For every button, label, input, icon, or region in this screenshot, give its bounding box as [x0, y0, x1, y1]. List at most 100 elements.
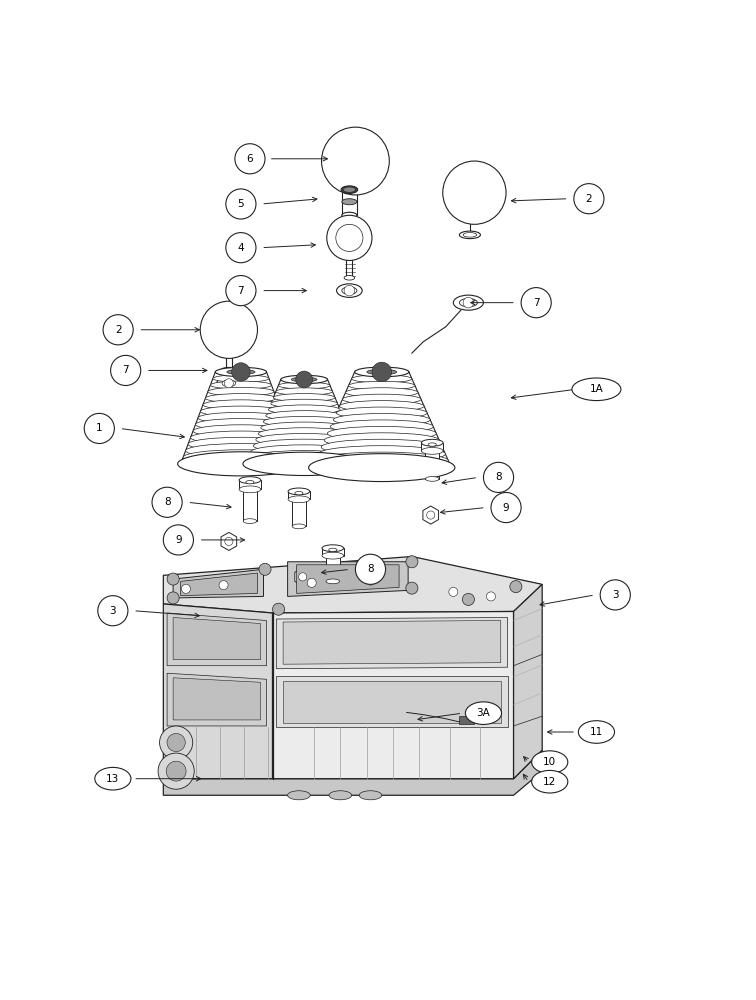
Ellipse shape: [308, 454, 455, 482]
Ellipse shape: [295, 491, 303, 495]
Ellipse shape: [188, 437, 294, 451]
Ellipse shape: [259, 428, 350, 440]
Ellipse shape: [572, 378, 621, 401]
Text: 8: 8: [495, 472, 502, 482]
Ellipse shape: [276, 388, 333, 395]
Ellipse shape: [345, 388, 418, 397]
Circle shape: [372, 362, 392, 382]
Circle shape: [344, 285, 355, 296]
Ellipse shape: [460, 231, 481, 239]
Circle shape: [463, 593, 475, 605]
Circle shape: [200, 301, 258, 358]
Ellipse shape: [421, 439, 443, 446]
Ellipse shape: [263, 416, 345, 427]
Circle shape: [521, 288, 551, 318]
Circle shape: [166, 761, 186, 781]
Polygon shape: [173, 618, 261, 660]
Circle shape: [510, 581, 522, 593]
Ellipse shape: [428, 443, 436, 446]
Circle shape: [491, 492, 521, 523]
Circle shape: [110, 355, 141, 386]
Ellipse shape: [359, 791, 382, 800]
Circle shape: [167, 573, 179, 585]
Circle shape: [321, 127, 389, 195]
Text: 7: 7: [122, 365, 129, 375]
Ellipse shape: [198, 412, 284, 423]
Polygon shape: [513, 584, 542, 779]
Ellipse shape: [343, 187, 355, 192]
Polygon shape: [283, 681, 500, 723]
Text: 7: 7: [237, 286, 244, 296]
Ellipse shape: [261, 422, 348, 433]
Circle shape: [226, 233, 256, 263]
Polygon shape: [460, 716, 475, 724]
Ellipse shape: [193, 425, 289, 437]
Ellipse shape: [183, 450, 299, 465]
Circle shape: [226, 276, 256, 306]
Ellipse shape: [268, 405, 340, 414]
Circle shape: [406, 556, 418, 568]
Polygon shape: [322, 548, 344, 556]
Text: 4: 4: [237, 243, 244, 253]
Ellipse shape: [342, 287, 357, 294]
Ellipse shape: [460, 299, 478, 307]
Circle shape: [181, 584, 191, 593]
Ellipse shape: [333, 413, 430, 426]
Ellipse shape: [288, 496, 310, 503]
Text: 8: 8: [164, 497, 170, 507]
Ellipse shape: [336, 407, 427, 419]
Polygon shape: [283, 621, 500, 664]
Circle shape: [486, 592, 495, 601]
Ellipse shape: [191, 431, 291, 444]
Polygon shape: [163, 556, 542, 613]
Ellipse shape: [251, 445, 358, 459]
Ellipse shape: [243, 519, 257, 523]
Ellipse shape: [426, 477, 439, 481]
Circle shape: [226, 189, 256, 219]
Circle shape: [476, 718, 481, 724]
Ellipse shape: [330, 420, 433, 433]
Circle shape: [225, 379, 234, 388]
Ellipse shape: [196, 419, 287, 430]
Ellipse shape: [274, 394, 335, 402]
Ellipse shape: [342, 199, 357, 205]
Ellipse shape: [239, 486, 261, 493]
Ellipse shape: [206, 394, 277, 403]
Ellipse shape: [246, 480, 254, 484]
Ellipse shape: [341, 186, 358, 193]
Polygon shape: [221, 532, 237, 550]
Ellipse shape: [253, 439, 355, 452]
Circle shape: [98, 596, 128, 626]
Polygon shape: [239, 480, 261, 489]
Polygon shape: [288, 491, 310, 499]
Ellipse shape: [342, 394, 421, 404]
Circle shape: [231, 363, 250, 381]
Ellipse shape: [288, 488, 310, 495]
Ellipse shape: [531, 770, 568, 793]
Polygon shape: [423, 506, 438, 524]
Ellipse shape: [280, 375, 327, 384]
Ellipse shape: [291, 377, 317, 382]
Ellipse shape: [94, 767, 131, 790]
Ellipse shape: [181, 456, 301, 472]
Text: 3: 3: [612, 590, 618, 600]
Ellipse shape: [466, 702, 501, 724]
Ellipse shape: [355, 367, 409, 377]
Text: 9: 9: [175, 535, 181, 545]
Ellipse shape: [217, 377, 241, 389]
Text: 8: 8: [367, 564, 373, 574]
Ellipse shape: [239, 477, 261, 484]
Ellipse shape: [329, 548, 337, 552]
Polygon shape: [246, 379, 363, 464]
Ellipse shape: [327, 426, 436, 441]
Text: 13: 13: [107, 774, 119, 784]
Polygon shape: [276, 676, 507, 727]
Circle shape: [225, 537, 233, 545]
Circle shape: [366, 576, 375, 585]
Circle shape: [163, 525, 194, 555]
Text: 3A: 3A: [476, 708, 491, 718]
Ellipse shape: [203, 400, 279, 410]
Polygon shape: [287, 562, 408, 596]
Circle shape: [463, 297, 474, 308]
Ellipse shape: [186, 444, 296, 458]
